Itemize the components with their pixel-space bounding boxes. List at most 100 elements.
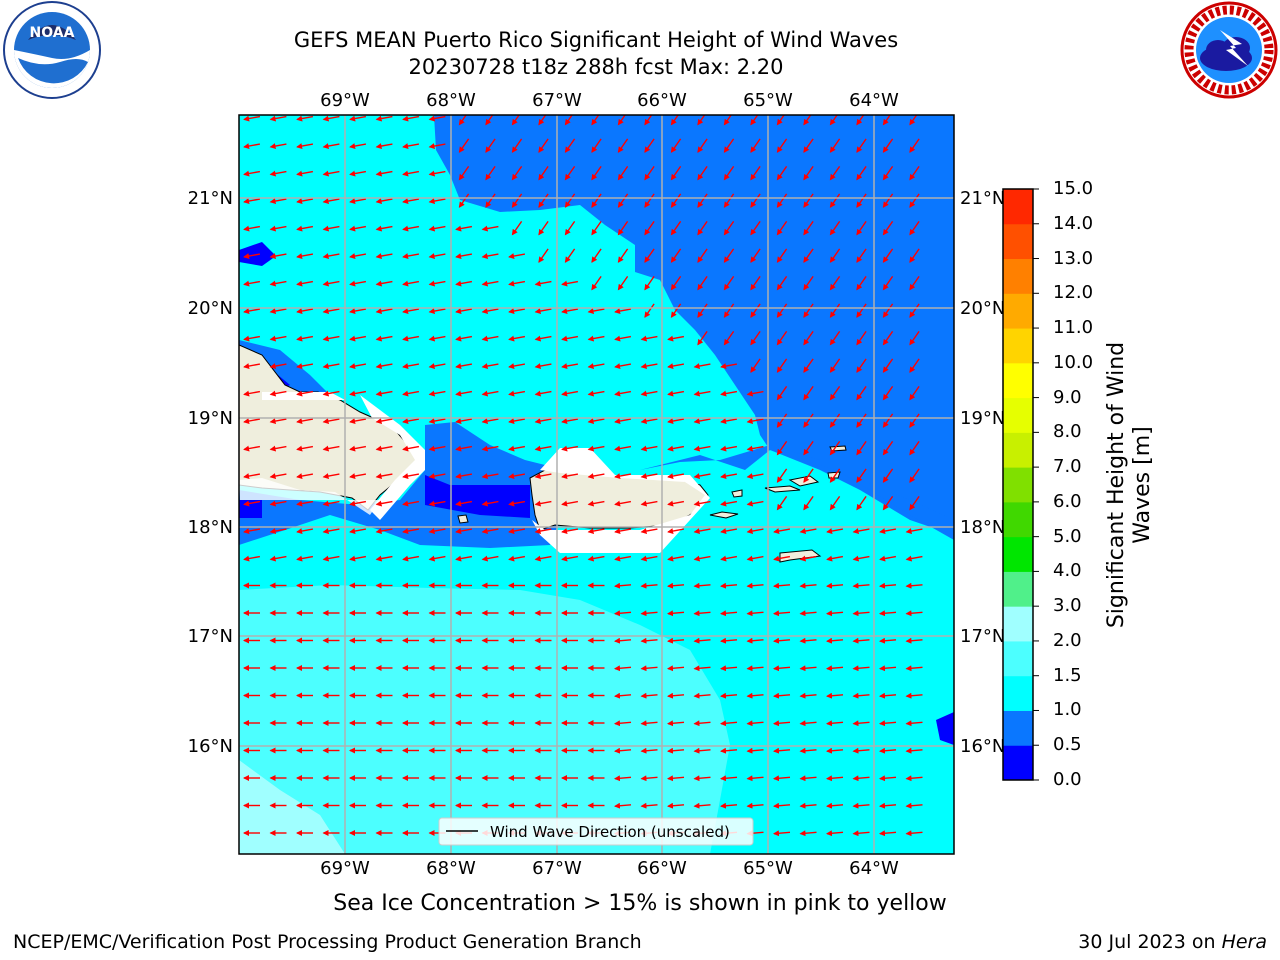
wave-direction-arrow bbox=[852, 720, 870, 727]
wave-direction-arrow bbox=[826, 802, 844, 809]
wave-direction-arrow bbox=[856, 303, 867, 318]
wave-direction-arrow bbox=[856, 358, 867, 373]
wave-direction-arrow bbox=[776, 248, 788, 263]
wave-direction-arrow bbox=[296, 473, 314, 479]
wave-direction-arrow bbox=[243, 225, 261, 232]
colorbar-band bbox=[1003, 710, 1033, 746]
wave-direction-arrow bbox=[538, 115, 547, 126]
wave-direction-arrow bbox=[375, 115, 393, 122]
wave-direction-arrow bbox=[587, 473, 605, 479]
wave-direction-arrow bbox=[905, 775, 923, 782]
wave-direction-arrow bbox=[882, 165, 894, 181]
lat-label-left: 17°N bbox=[188, 626, 233, 647]
wave-direction-arrow bbox=[852, 747, 870, 754]
wave-direction-arrow bbox=[402, 170, 420, 177]
wave-direction-arrow bbox=[905, 830, 923, 837]
wave-direction-arrow bbox=[693, 582, 711, 589]
wave-direction-arrow bbox=[402, 253, 420, 259]
wave-direction-arrow bbox=[402, 363, 420, 369]
wave-direction-arrow bbox=[905, 555, 923, 562]
colorbar-tick-label: 1.5 bbox=[1053, 664, 1082, 686]
wave-direction-arrow bbox=[587, 418, 605, 424]
wave-direction-arrow bbox=[746, 692, 764, 699]
wave-direction-arrow bbox=[803, 275, 814, 291]
wave-direction-arrow bbox=[826, 830, 844, 837]
wave-direction-arrow bbox=[322, 225, 340, 232]
wave-direction-arrow bbox=[428, 418, 446, 424]
wave-direction-arrow bbox=[667, 473, 685, 479]
wave-direction-arrow bbox=[640, 418, 658, 424]
wave-direction-arrow bbox=[803, 193, 814, 208]
wave-direction-arrow bbox=[852, 775, 870, 782]
wave-direction-arrow bbox=[776, 165, 788, 181]
wave-direction-arrow bbox=[667, 637, 685, 644]
wave-direction-arrow bbox=[667, 582, 685, 589]
wave-direction-arrow bbox=[243, 390, 261, 397]
wave-direction-arrow bbox=[773, 528, 791, 534]
wave-direction-arrow bbox=[693, 390, 711, 397]
wave-direction-arrow bbox=[644, 193, 655, 208]
wave-direction-arrow bbox=[723, 275, 735, 291]
wave-direction-arrow bbox=[481, 280, 499, 287]
wave-direction-arrow bbox=[458, 165, 470, 181]
wave-direction-arrow bbox=[538, 165, 549, 181]
wave-direction-arrow bbox=[803, 248, 814, 263]
wave-direction-arrow bbox=[723, 115, 732, 126]
wave-direction-arrow bbox=[773, 610, 791, 617]
wave-direction-arrow bbox=[269, 198, 287, 204]
wave-direction-arrow bbox=[882, 193, 894, 208]
wave-direction-arrow bbox=[693, 802, 711, 809]
wave-direction-arrow bbox=[720, 692, 738, 699]
colorbar-tick-label: 3.0 bbox=[1053, 595, 1082, 617]
svg-text:NOAA: NOAA bbox=[30, 25, 75, 41]
wave-direction-arrow bbox=[879, 692, 897, 699]
wave-zone-0.5-1.0-passage bbox=[239, 422, 560, 548]
wave-direction-arrow bbox=[909, 248, 920, 263]
wave-direction-arrow bbox=[538, 248, 549, 263]
wave-direction-arrow bbox=[776, 495, 788, 511]
wave-direction-arrow bbox=[667, 335, 685, 342]
wave-direction-arrow bbox=[375, 170, 393, 177]
wave-direction-arrow bbox=[909, 468, 920, 483]
wave-direction-arrow bbox=[905, 692, 923, 699]
wave-direction-arrow bbox=[640, 500, 658, 507]
wave-direction-arrow bbox=[269, 418, 287, 424]
wave-direction-arrow bbox=[667, 747, 685, 754]
wave-direction-arrow bbox=[428, 555, 446, 562]
wave-direction-arrow bbox=[909, 115, 918, 126]
wave-direction-arrow bbox=[856, 385, 867, 401]
colorbar-band bbox=[1003, 571, 1033, 607]
wave-direction-arrow bbox=[534, 500, 552, 507]
wave-direction-arrow bbox=[776, 440, 788, 456]
wave-direction-arrow bbox=[428, 390, 446, 397]
wave-direction-arrow bbox=[882, 248, 894, 263]
wave-direction-arrow bbox=[799, 720, 817, 727]
wave-direction-arrow bbox=[882, 303, 894, 318]
wave-direction-arrow bbox=[697, 220, 708, 236]
wave-direction-arrow bbox=[723, 248, 735, 263]
wave-direction-arrow bbox=[481, 335, 499, 342]
wave-direction-arrow bbox=[803, 468, 814, 483]
wave-direction-arrow bbox=[538, 138, 549, 153]
wave-direction-arrow bbox=[746, 747, 764, 754]
wave-direction-arrow bbox=[667, 445, 685, 452]
wave-direction-arrow bbox=[856, 330, 867, 346]
wave-direction-arrow bbox=[776, 358, 788, 373]
wave-direction-arrow bbox=[667, 500, 685, 507]
colorbar-band bbox=[1003, 467, 1033, 503]
wave-direction-arrow bbox=[534, 363, 552, 369]
wave-direction-arrow bbox=[614, 775, 632, 782]
wave-direction-arrow bbox=[428, 143, 446, 149]
lat-label-left: 20°N bbox=[188, 298, 233, 319]
wave-direction-arrow bbox=[614, 418, 632, 424]
colorbar-band bbox=[1003, 501, 1033, 538]
wave-direction-arrow bbox=[667, 665, 685, 672]
wave-direction-arrow bbox=[640, 802, 658, 809]
wave-direction-arrow bbox=[587, 555, 605, 562]
graticule bbox=[239, 115, 954, 854]
wave-direction-arrow bbox=[322, 445, 340, 452]
wave-zone-1.5-2.0 bbox=[239, 585, 730, 854]
wave-direction-arrow bbox=[614, 692, 632, 699]
wave-direction-arrow bbox=[587, 528, 605, 534]
wave-direction-arrow bbox=[667, 775, 685, 782]
